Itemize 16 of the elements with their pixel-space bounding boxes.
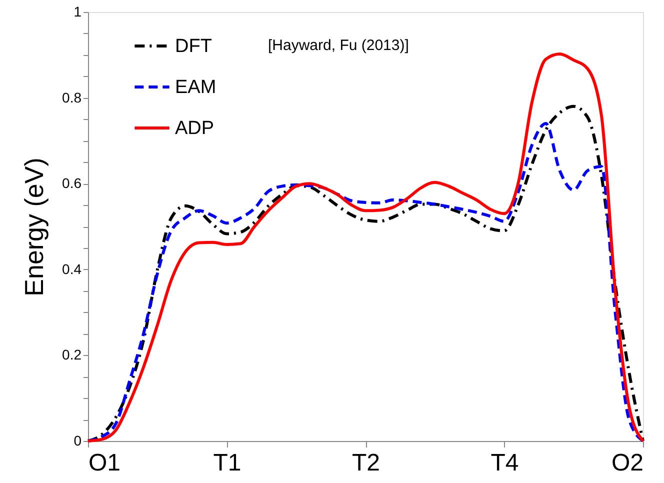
y-tick-label: 0.8 (62, 89, 82, 106)
y-tick-label: 0 (74, 432, 82, 448)
y-axis-title: Energy (eV) (19, 158, 50, 296)
x-tick-label: O1 (88, 450, 121, 476)
y-tick-label: 1 (74, 4, 82, 20)
y-tick-label: 0.2 (62, 346, 82, 363)
legend-label: DFT (175, 36, 212, 57)
x-tick-label: O2 (611, 450, 644, 476)
x-tick-label: T2 (352, 450, 380, 476)
x-tick-label: T1 (213, 450, 242, 476)
y-tick-label: 0.6 (62, 175, 82, 192)
annotation: [Hayward, Fu (2013)] (268, 37, 409, 54)
legend-label: EAM (175, 77, 216, 98)
y-tick-label: 0.4 (62, 260, 82, 277)
x-tick-label: T4 (490, 450, 519, 476)
legend-label: ADP (175, 118, 214, 139)
